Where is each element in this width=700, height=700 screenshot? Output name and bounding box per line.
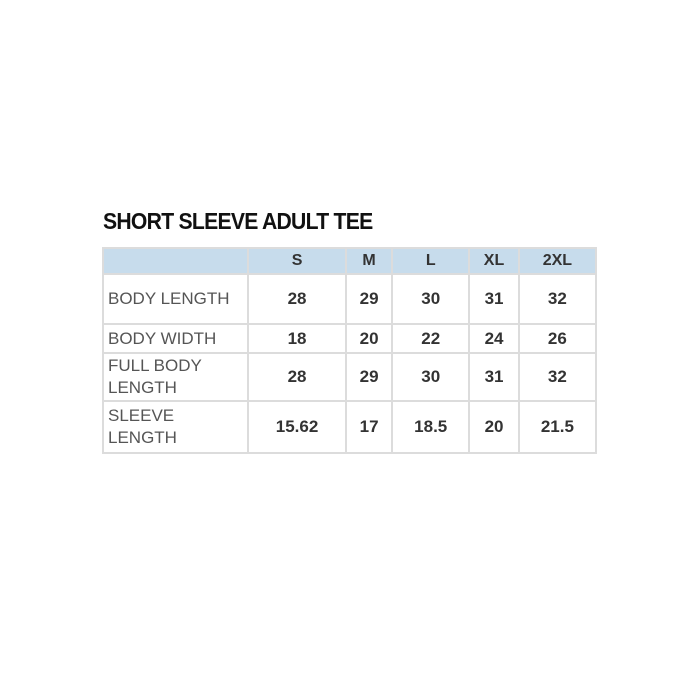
table-cell: 26 xyxy=(517,323,598,354)
table-cell: 29 xyxy=(345,273,394,325)
header-cell-s: S xyxy=(246,247,348,275)
row-label: SLEEVE LENGTH xyxy=(102,400,249,454)
table-cell: 17 xyxy=(345,400,394,454)
table-row: BODY WIDTH 18 20 22 24 26 xyxy=(102,323,598,354)
header-row: S M L XL 2XL xyxy=(102,247,598,275)
table-cell: 28 xyxy=(246,352,348,402)
table-row: SLEEVE LENGTH 15.62 17 18.5 20 21.5 xyxy=(102,400,598,454)
row-label: BODY WIDTH xyxy=(102,323,249,354)
table-cell: 18.5 xyxy=(391,400,471,454)
table-cell: 32 xyxy=(517,352,598,402)
header-cell-empty xyxy=(102,247,249,275)
table-cell: 21.5 xyxy=(517,400,598,454)
table-cell: 22 xyxy=(391,323,471,354)
table-cell: 15.62 xyxy=(246,400,348,454)
table-cell: 31 xyxy=(468,352,520,402)
table-cell: 29 xyxy=(345,352,394,402)
row-label: FULL BODY LENGTH xyxy=(102,352,249,402)
table-cell: 18 xyxy=(246,323,348,354)
header-cell-m: M xyxy=(345,247,394,275)
row-label: BODY LENGTH xyxy=(102,273,249,325)
table-cell: 28 xyxy=(246,273,348,325)
table-cell: 30 xyxy=(391,273,471,325)
table-row: BODY LENGTH 28 29 30 31 32 xyxy=(102,273,598,325)
table-cell: 32 xyxy=(517,273,598,325)
table-cell: 20 xyxy=(468,400,520,454)
table-cell: 20 xyxy=(345,323,394,354)
size-table: S M L XL 2XL BODY LENGTH 28 29 30 31 32 … xyxy=(102,247,598,454)
table-row: FULL BODY LENGTH 28 29 30 31 32 xyxy=(102,352,598,402)
header-cell-xl: XL xyxy=(468,247,520,275)
chart-title: SHORT SLEEVE ADULT TEE xyxy=(103,208,373,234)
table-cell: 24 xyxy=(468,323,520,354)
table-cell: 30 xyxy=(391,352,471,402)
header-cell-2xl: 2XL xyxy=(517,247,598,275)
header-cell-l: L xyxy=(391,247,471,275)
table-cell: 31 xyxy=(468,273,520,325)
